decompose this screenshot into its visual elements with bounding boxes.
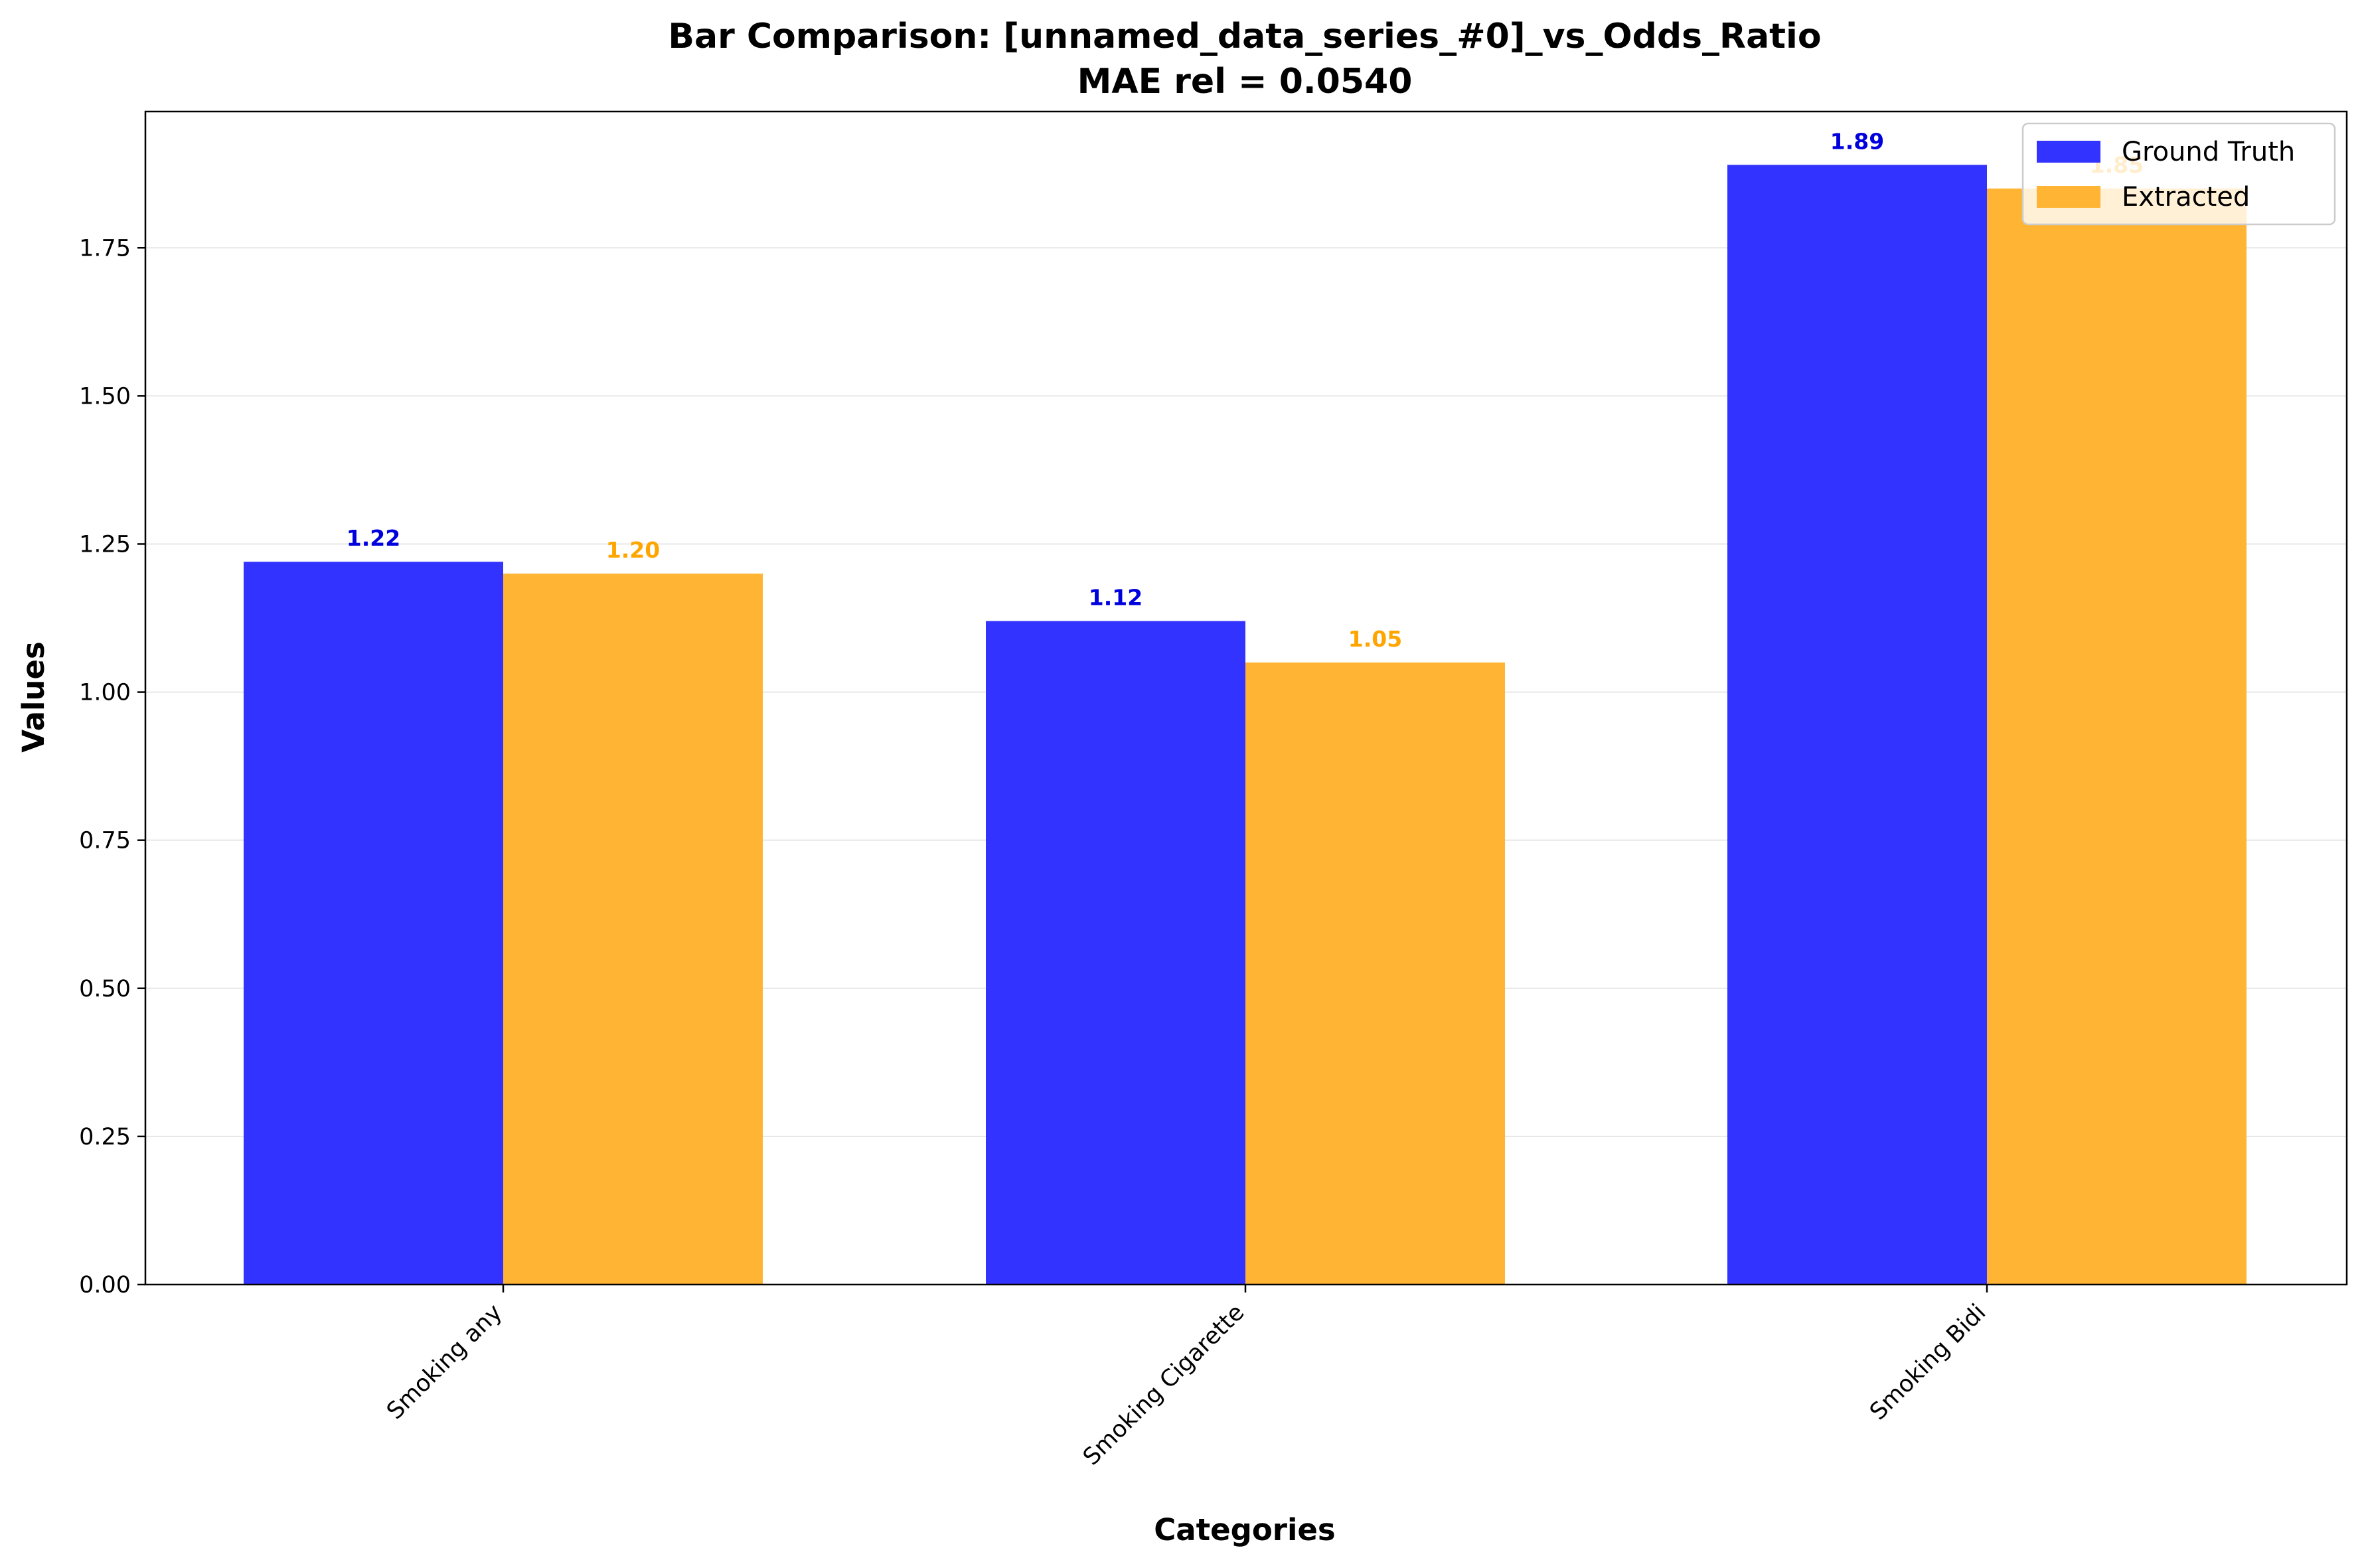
bars — [244, 165, 2247, 1285]
legend-label-extracted: Extracted — [2122, 182, 2250, 212]
bar-extracted-1 — [1245, 662, 1505, 1285]
bar-value-label: 1.20 — [606, 537, 660, 563]
chart-subtitle: MAE rel = 0.0540 — [1077, 62, 1413, 102]
y-tick-label: 1.25 — [79, 531, 131, 558]
y-tick-label: 0.75 — [79, 828, 131, 854]
legend-label-ground-truth: Ground Truth — [2122, 137, 2295, 167]
legend-swatch-ground-truth — [2037, 141, 2100, 163]
bar-value-label: 1.12 — [1089, 584, 1143, 610]
y-tick-label: 1.00 — [79, 680, 131, 706]
bar-extracted-0 — [503, 574, 763, 1285]
bar-extracted-2 — [1987, 189, 2247, 1285]
bar-value-label: 1.89 — [1830, 128, 1884, 154]
chart-title: Bar Comparison: [unnamed_data_series_#0]… — [668, 17, 1821, 56]
bar-value-label: 1.05 — [1348, 626, 1402, 652]
y-tick-label: 1.75 — [79, 235, 131, 262]
bar-ground-truth-2 — [1727, 165, 1987, 1285]
legend-swatch-extracted — [2037, 186, 2100, 208]
y-axis-ticks: 0.00 0.25 0.50 0.75 1.00 1.25 1.50 1.75 — [79, 235, 145, 1298]
legend: Ground Truth Extracted — [2021, 122, 2336, 226]
y-axis-label: Values — [16, 641, 51, 753]
x-axis-label: Categories — [1154, 1512, 1335, 1547]
bar-value-label: 1.22 — [347, 525, 400, 551]
legend-box — [2021, 122, 2336, 226]
y-tick-label: 1.50 — [79, 383, 131, 410]
y-tick-label: 0.00 — [79, 1272, 131, 1298]
y-tick-label: 0.25 — [79, 1124, 131, 1150]
bar-ground-truth-1 — [986, 621, 1245, 1285]
bar-ground-truth-0 — [244, 562, 503, 1285]
y-tick-label: 0.50 — [79, 976, 131, 1002]
